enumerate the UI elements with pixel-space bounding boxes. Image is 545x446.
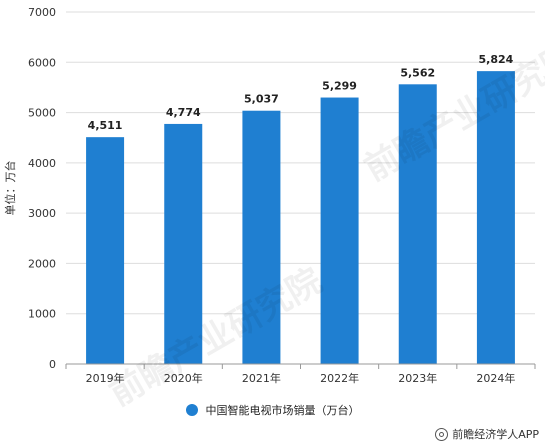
data-label: 4,774 — [166, 106, 201, 119]
bar — [476, 71, 515, 365]
brand-logo-icon — [435, 427, 449, 441]
x-tick-label: 2024年 — [476, 371, 515, 385]
data-labels: 4,511 4,774 5,037 5,299 5,562 5,824 — [88, 53, 514, 132]
y-axis-label: 单位：万台 — [3, 161, 17, 216]
bar — [164, 123, 203, 364]
x-axis-ticks: 2019年 2020年 2021年 2022年 2023年 2024年 — [65, 364, 536, 385]
y-tick-label: 5000 — [28, 107, 56, 120]
x-tick-label: 2022年 — [320, 371, 359, 385]
bar — [398, 84, 437, 365]
y-tick-label: 1000 — [28, 308, 56, 321]
x-tick-label: 2023年 — [398, 371, 437, 385]
source-credit: 前瞻经济学人APP — [435, 426, 539, 442]
y-tick-label: 3000 — [28, 207, 56, 220]
y-tick-label: 7000 — [28, 6, 56, 19]
data-label: 5,824 — [479, 53, 514, 66]
y-tick-label: 2000 — [28, 257, 56, 270]
bar — [320, 97, 359, 364]
y-tick-label: 4000 — [28, 157, 56, 170]
y-tick-label: 0 — [49, 358, 56, 371]
x-tick-label: 2020年 — [164, 371, 203, 385]
data-label: 4,511 — [88, 119, 123, 132]
data-label: 5,562 — [400, 66, 435, 79]
x-tick-label: 2021年 — [242, 371, 281, 385]
y-tick-label: 6000 — [28, 56, 56, 69]
gridlines — [66, 11, 535, 315]
legend: 中国智能电视市场销量（万台） — [0, 402, 545, 418]
legend-marker — [185, 404, 198, 416]
x-tick-label: 2019年 — [86, 371, 125, 385]
data-label: 5,037 — [244, 93, 279, 106]
data-label: 5,299 — [322, 80, 357, 93]
legend-label: 中国智能电视市场销量（万台） — [205, 404, 360, 417]
bar — [242, 110, 281, 365]
bars — [86, 71, 515, 365]
source-text: 前瞻经济学人APP — [452, 428, 539, 441]
y-axis-ticks: 0 1000 2000 3000 4000 5000 6000 7000 — [28, 6, 56, 371]
bar — [86, 137, 125, 364]
